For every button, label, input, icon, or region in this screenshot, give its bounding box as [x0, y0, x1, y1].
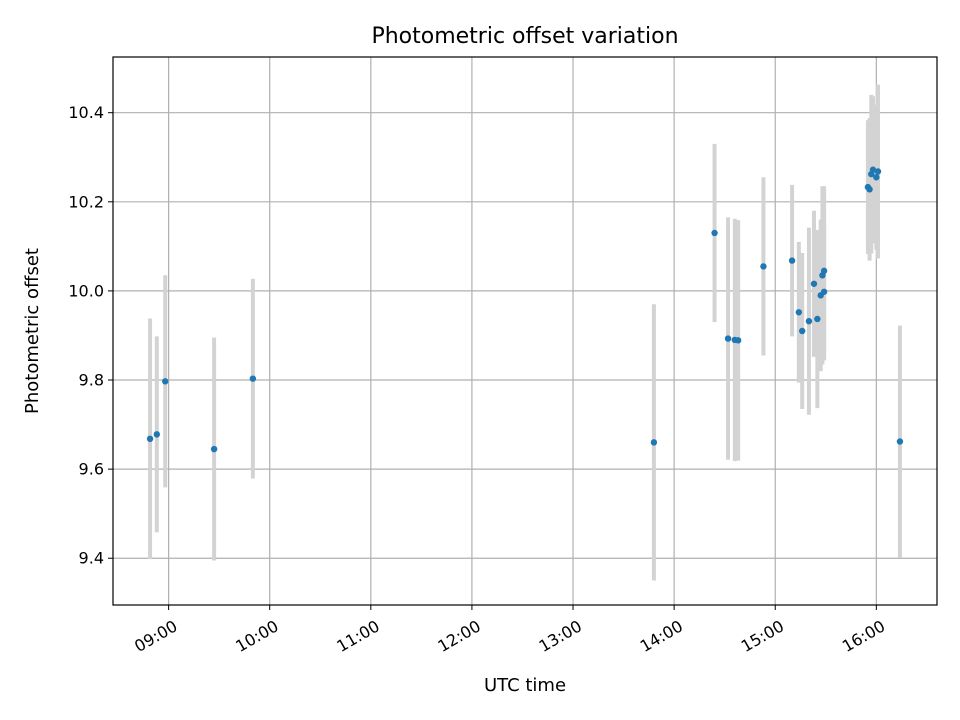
- data-point: [788, 257, 796, 264]
- data-point: [896, 438, 904, 445]
- x-tick-label: 11:00: [333, 616, 382, 656]
- x-tick-label: 09:00: [131, 616, 180, 656]
- x-tick-label: 13:00: [536, 616, 585, 656]
- plot-frame: [112, 56, 938, 606]
- data-point: [711, 229, 718, 237]
- data-point: [874, 168, 882, 175]
- data-point: [734, 337, 742, 344]
- data-point: [795, 309, 803, 316]
- x-tick-label: 15:00: [738, 616, 787, 656]
- x-tick-label: 12:00: [434, 616, 483, 656]
- y-tick-label: 10.0: [68, 281, 104, 300]
- data-point: [866, 186, 873, 193]
- data-points: [146, 166, 904, 453]
- data-point: [162, 378, 169, 385]
- chart-title: Photometric offset variation: [371, 24, 678, 49]
- data-point: [810, 280, 818, 287]
- x-axis-label: UTC time: [484, 675, 566, 696]
- data-point: [760, 263, 767, 270]
- y-tick-label: 9.8: [79, 371, 104, 390]
- x-tick-label: 14:00: [637, 616, 686, 656]
- y-tick-label: 10.4: [68, 103, 104, 122]
- data-point: [153, 431, 161, 438]
- data-point: [146, 435, 154, 443]
- data-point: [650, 439, 658, 446]
- y-tick-label: 10.2: [68, 192, 104, 211]
- data-point: [805, 317, 813, 325]
- data-point: [798, 327, 806, 335]
- data-point: [820, 267, 828, 275]
- x-tick-label: 10:00: [232, 616, 281, 656]
- y-axis-label: Photometric offset: [22, 248, 43, 414]
- y-tick-label: 9.4: [79, 549, 104, 568]
- data-point: [869, 166, 877, 173]
- data-point: [820, 288, 828, 295]
- y-tick-label: 9.6: [79, 460, 104, 479]
- data-point: [210, 445, 218, 453]
- data-point: [873, 174, 880, 181]
- data-point: [814, 315, 821, 323]
- error-bars: [148, 84, 902, 581]
- data-point: [724, 335, 732, 342]
- data-point: [249, 375, 257, 382]
- x-tick-label: 16:00: [839, 616, 888, 656]
